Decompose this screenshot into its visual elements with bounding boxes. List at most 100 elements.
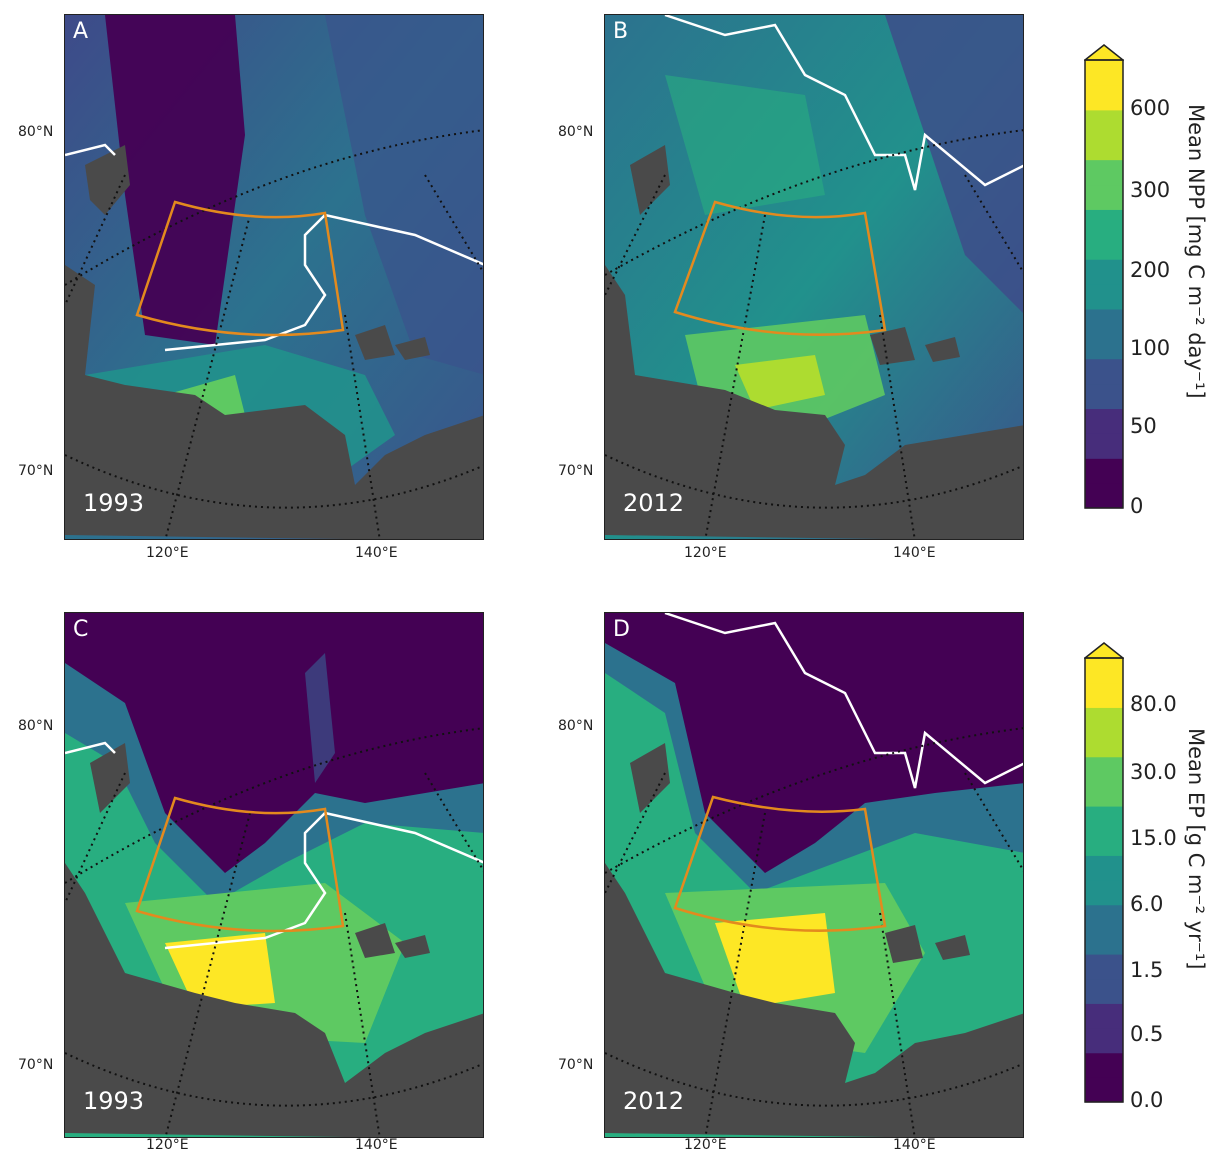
lat-label-80n: 80°N — [558, 124, 594, 140]
colorbar-segment — [1085, 134, 1123, 161]
lon-label-120e: 120°E — [684, 1137, 727, 1153]
colorbar-segment — [1085, 433, 1123, 459]
meridian-120e — [704, 214, 766, 539]
colorbar-ep — [1082, 642, 1126, 1108]
lat-label-80n: 80°N — [558, 718, 594, 734]
lon-label-120e: 120°E — [684, 545, 727, 561]
lat-label-70n: 70°N — [558, 1057, 594, 1073]
colorbar-segment — [1085, 259, 1123, 285]
colorbar-segment — [1085, 707, 1123, 733]
island — [85, 145, 130, 215]
lat-label-80n: 80°N — [18, 124, 54, 140]
lat-label-70n: 70°N — [18, 1057, 54, 1073]
map-panel-d: D 2012 — [604, 612, 1024, 1138]
colorbar-npp — [1082, 44, 1126, 514]
panel-year: 1993 — [83, 1087, 145, 1115]
colorbar-segment — [1085, 880, 1123, 906]
ice-edge-line — [664, 15, 1023, 191]
colorbar-segment — [1085, 333, 1123, 360]
meridian-140e — [344, 314, 381, 539]
ep-tick: 80.0 — [1130, 692, 1177, 716]
parallel-70n — [605, 454, 1023, 509]
colorbar-segment — [1085, 234, 1123, 260]
parallel-80n — [65, 727, 483, 884]
meridian — [424, 174, 483, 274]
colorbar-segment — [1085, 732, 1123, 758]
colorbar-segment — [1085, 483, 1123, 509]
npp-tick: 200 — [1130, 258, 1171, 282]
lon-label-140e: 140°E — [893, 545, 936, 561]
colorbar-ep-ramp — [1082, 642, 1126, 1103]
offshore-zone — [325, 15, 483, 375]
colorbar-segment — [1085, 855, 1123, 881]
island — [90, 743, 130, 813]
coastal-bloom — [715, 913, 835, 1008]
colorbar-segment — [1085, 209, 1123, 235]
colorbar-outline — [1084, 657, 1124, 1103]
colorbar-segment — [1085, 60, 1123, 86]
colorbar-segment — [1085, 929, 1123, 955]
offshore-zone — [885, 15, 1023, 313]
lat-label-80n: 80°N — [18, 718, 54, 734]
npp-tick: 300 — [1130, 178, 1171, 202]
land-mass — [65, 265, 483, 539]
map-a-svg — [65, 15, 483, 539]
plume — [305, 653, 335, 783]
island — [355, 325, 395, 360]
panel-year: 2012 — [623, 1087, 685, 1115]
npp-tick: 600 — [1130, 96, 1171, 120]
colorbar-segment — [1085, 458, 1123, 484]
lat-label-70n: 70°N — [18, 463, 54, 479]
ep-tick: 0.0 — [1130, 1088, 1164, 1112]
productive-zone — [665, 75, 825, 215]
colorbar-segment — [1085, 978, 1123, 1004]
npp-tick: 0 — [1130, 494, 1144, 518]
ice-edge-line — [65, 741, 483, 950]
ep-tick: 30.0 — [1130, 760, 1177, 784]
meridian — [964, 772, 1023, 872]
map-panel-b: B 2012 — [604, 14, 1024, 540]
colorbar-segment — [1085, 184, 1123, 210]
colorbar-segment — [1085, 1003, 1123, 1029]
meridian — [605, 772, 666, 894]
lon-label-140e: 140°E — [355, 1137, 398, 1153]
colorbar-segment — [1085, 954, 1123, 980]
meridian-140e — [879, 912, 916, 1137]
map-d-svg — [605, 613, 1023, 1137]
ice-edge-line — [664, 613, 1023, 789]
colorbar-segment — [1085, 284, 1123, 310]
land-mass — [605, 265, 1023, 539]
ep-tick: 6.0 — [1130, 892, 1164, 916]
map-c-svg — [65, 613, 483, 1137]
lat-label-70n: 70°N — [558, 463, 594, 479]
island — [355, 923, 395, 958]
colorbar-segment — [1085, 308, 1123, 335]
parallel-70n — [605, 1052, 1023, 1107]
low-productivity-zone — [105, 15, 245, 345]
ep-tick: 1.5 — [1130, 958, 1164, 982]
island — [395, 337, 430, 360]
island — [885, 925, 923, 963]
meridian — [424, 772, 483, 872]
study-region-box — [673, 200, 887, 336]
meridian — [964, 174, 1023, 274]
npp-tick: 50 — [1130, 414, 1157, 438]
coastal-bloom — [735, 355, 825, 410]
island — [925, 337, 960, 362]
colorbar-segment — [1085, 1077, 1123, 1103]
panel-label: B — [613, 19, 629, 44]
colorbar-segment — [1085, 658, 1123, 684]
land-mass — [65, 863, 483, 1137]
study-region-box — [135, 200, 345, 337]
colorbar-segment — [1085, 84, 1123, 111]
colorbar-segment — [1085, 904, 1123, 930]
study-region-box — [673, 795, 887, 932]
lon-label-120e: 120°E — [146, 1137, 189, 1153]
island — [935, 935, 970, 960]
ep-tick: 15.0 — [1130, 826, 1177, 850]
colorbar-segment — [1085, 781, 1123, 807]
map-panel-c: C 1993 — [64, 612, 484, 1138]
meridian-120e — [704, 812, 766, 1137]
parallel-70n — [65, 454, 483, 509]
island — [870, 327, 915, 365]
